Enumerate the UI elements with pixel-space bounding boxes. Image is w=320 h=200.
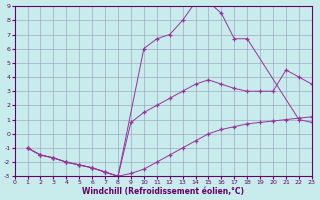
X-axis label: Windchill (Refroidissement éolien,°C): Windchill (Refroidissement éolien,°C) <box>82 187 244 196</box>
